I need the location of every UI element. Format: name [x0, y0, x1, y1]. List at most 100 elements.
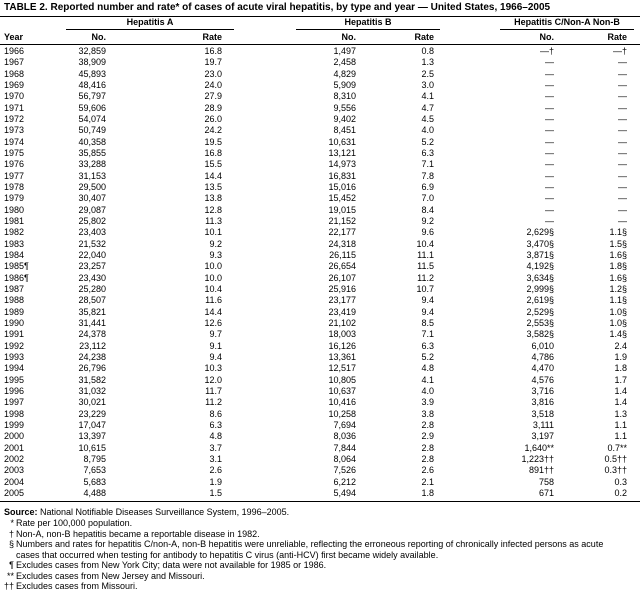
cell: 3.9 [421, 397, 434, 408]
cell: 1.4 [614, 397, 627, 408]
cell: 1.1 [614, 431, 627, 442]
cell: — [545, 147, 554, 158]
row-year: 2004 [4, 476, 25, 487]
cell: 0.5†† [604, 453, 627, 464]
cell: 4,576 [531, 374, 554, 385]
cell: 4.7 [421, 102, 434, 113]
cell: 7,526 [333, 465, 356, 476]
cell: 2.9 [421, 431, 434, 442]
row-year: 1971 [4, 102, 25, 113]
cell: — [618, 113, 627, 124]
cell: 23,257 [78, 261, 106, 272]
cell: 9.4 [421, 295, 434, 306]
cell: 758 [538, 476, 554, 487]
cell: 18,003 [328, 329, 356, 340]
cell: 2.8 [421, 442, 434, 453]
cell: 26,654 [328, 261, 356, 272]
cell: 12.0 [204, 374, 222, 385]
cell: 5,494 [333, 487, 356, 498]
footnote-marker: § [8, 539, 14, 550]
cell: 9.2 [421, 215, 434, 226]
cell: 1.0§ [609, 306, 627, 317]
row-year: 1974 [4, 136, 25, 147]
top-rule [0, 16, 640, 17]
cell: — [545, 79, 554, 90]
row-year: 1978 [4, 181, 25, 192]
cell: 2,619§ [526, 295, 554, 306]
footnote-text: Excludes cases from New Jersey and Misso… [16, 570, 205, 581]
cell: — [618, 136, 627, 147]
cell: — [618, 125, 627, 136]
row-year: 1984 [4, 249, 25, 260]
group-header: Hepatitis A [126, 17, 174, 27]
cell: 10,637 [328, 385, 356, 396]
source-text: National Notifiable Diseases Surveillanc… [40, 507, 290, 518]
cell: 23,430 [78, 272, 106, 283]
cell: 17,047 [78, 419, 106, 430]
cell: — [545, 136, 554, 147]
footnote: * Rate per 100,000 population. [4, 518, 634, 529]
row-year: 2000 [4, 431, 25, 442]
cell: 10.7 [416, 283, 434, 294]
row-year: 1975 [4, 147, 25, 158]
group-rule [500, 29, 634, 30]
cell: 28,507 [78, 295, 106, 306]
row-year: 1985¶ [4, 261, 29, 272]
cell: 1.5 [209, 487, 222, 498]
cell: 21,102 [328, 317, 356, 328]
cell: 12,517 [328, 363, 356, 374]
cell: — [618, 170, 627, 181]
cell: — [545, 181, 554, 192]
cell: 16.8 [204, 147, 222, 158]
cell: 7.0 [421, 193, 434, 204]
cell: 19.5 [204, 136, 222, 147]
cell: 2,999§ [526, 283, 554, 294]
cell: 54,074 [78, 113, 106, 124]
cell: 3,871§ [526, 249, 554, 260]
cell: 24.0 [204, 79, 222, 90]
cell: 10.1 [204, 227, 222, 238]
cell: 8.6 [209, 408, 222, 419]
cell: 27.9 [204, 91, 222, 102]
cell: 2.6 [209, 465, 222, 476]
source-note: Source: National Notifiable Diseases Sur… [4, 507, 634, 518]
cell: — [545, 215, 554, 226]
cell: 1.2§ [609, 283, 627, 294]
row-year: 2001 [4, 442, 25, 453]
cell: 22,177 [328, 227, 356, 238]
cell: 31,441 [78, 317, 106, 328]
cell: 15,016 [328, 181, 356, 192]
cell: 4.0 [421, 385, 434, 396]
cell: 1.1 [614, 419, 627, 430]
cell: 5,683 [83, 476, 106, 487]
cell: 671 [538, 487, 554, 498]
group-rule [296, 29, 440, 30]
row-year: 1972 [4, 113, 25, 124]
cell: 35,821 [78, 306, 106, 317]
cell: 11.7 [205, 385, 222, 396]
cell: 10.4 [416, 238, 434, 249]
cell: 2,529§ [526, 306, 554, 317]
cell: 16,831 [328, 170, 356, 181]
cell: 26.0 [204, 113, 222, 124]
cell: 50,749 [78, 125, 106, 136]
cell: — [545, 159, 554, 170]
cell: 11.1 [417, 249, 434, 260]
column-header: No. [91, 32, 107, 42]
footnote-text: Rate per 100,000 population. [16, 518, 133, 529]
cell: 5,909 [333, 79, 356, 90]
cell: 1,223†† [521, 453, 554, 464]
footnote-marker: ¶ [9, 560, 14, 571]
cell: — [545, 170, 554, 181]
cell: 3,197 [531, 431, 554, 442]
cell: — [618, 204, 627, 215]
row-year: 1999 [4, 419, 25, 430]
cell: 25,802 [78, 215, 106, 226]
row-year: 1973 [4, 125, 25, 136]
cell: 6,212 [333, 476, 356, 487]
cell: 11.6 [205, 295, 222, 306]
row-year: 1995 [4, 374, 25, 385]
column-header: Rate [414, 32, 434, 42]
cell: 3,816 [531, 397, 554, 408]
cell: 23,229 [78, 408, 106, 419]
